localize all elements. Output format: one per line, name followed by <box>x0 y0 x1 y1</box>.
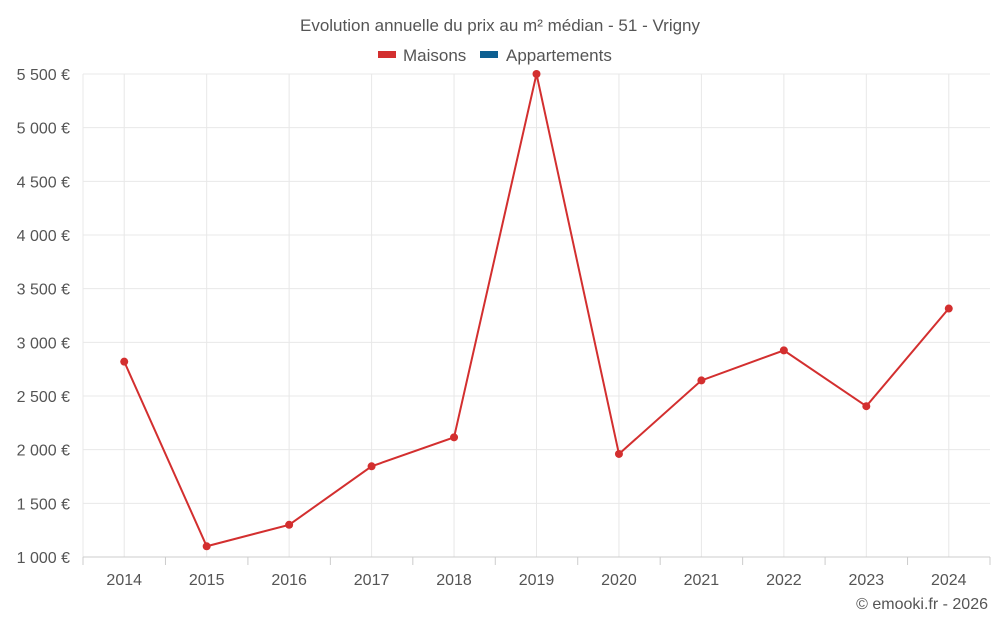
y-tick-label: 5 500 € <box>17 67 70 84</box>
y-tick-label: 4 000 € <box>17 228 70 245</box>
y-tick-label: 1 000 € <box>17 550 70 567</box>
data-point-maisons[interactable] <box>367 462 376 471</box>
y-tick-label: 2 000 € <box>17 443 70 460</box>
x-tick-label: 2020 <box>601 572 637 589</box>
y-tick-label: 2 500 € <box>17 389 70 406</box>
legend-swatch-appartements <box>480 51 498 58</box>
y-tick-label: 3 500 € <box>17 282 70 299</box>
chart-title: Evolution annuelle du prix au m² médian … <box>300 16 701 35</box>
x-tick-label: 2015 <box>189 572 225 589</box>
legend-label-maisons: Maisons <box>403 46 466 65</box>
x-tick-label: 2021 <box>684 572 720 589</box>
data-point-maisons[interactable] <box>120 357 129 366</box>
series-group <box>120 70 953 551</box>
x-tick-label: 2019 <box>519 572 555 589</box>
y-tick-label: 4 500 € <box>17 174 70 191</box>
x-tick-label: 2023 <box>849 572 885 589</box>
x-tick-label: 2014 <box>106 572 142 589</box>
y-axis: 1 000 € 1 500 € 2 000 € 2 500 € 3 000 € 3 500… <box>17 67 70 567</box>
x-tick-label: 2024 <box>931 572 967 589</box>
y-tick-label: 5 000 € <box>17 121 70 138</box>
y-tick-label: 3 000 € <box>17 335 70 352</box>
legend: Maisons Appartements <box>378 46 612 65</box>
y-tick-label: 1 500 € <box>17 496 70 513</box>
x-tick-label: 2017 <box>354 572 390 589</box>
legend-label-appartements: Appartements <box>506 46 612 65</box>
data-point-maisons[interactable] <box>614 449 623 458</box>
x-axis: 2014 2015 2016 2017 2018 2019 2020 2021 2022 2023… <box>82 556 991 589</box>
credit-text: © emooki.fr - 2026 <box>856 596 988 613</box>
x-tick-label: 2018 <box>436 572 472 589</box>
data-point-maisons[interactable] <box>697 376 706 385</box>
data-point-maisons[interactable] <box>285 520 294 529</box>
data-point-maisons[interactable] <box>202 542 211 551</box>
legend-item-appartements[interactable]: Appartements <box>480 46 612 65</box>
data-point-maisons[interactable] <box>450 433 459 442</box>
legend-swatch-maisons <box>378 51 396 58</box>
x-tick-label: 2016 <box>271 572 307 589</box>
data-point-maisons[interactable] <box>944 304 953 313</box>
legend-item-maisons[interactable]: Maisons <box>378 46 466 65</box>
data-point-maisons[interactable] <box>532 70 541 78</box>
data-point-maisons[interactable] <box>779 346 788 355</box>
grid-lines <box>82 73 990 557</box>
data-point-maisons[interactable] <box>862 402 871 411</box>
x-tick-label: 2022 <box>766 572 802 589</box>
